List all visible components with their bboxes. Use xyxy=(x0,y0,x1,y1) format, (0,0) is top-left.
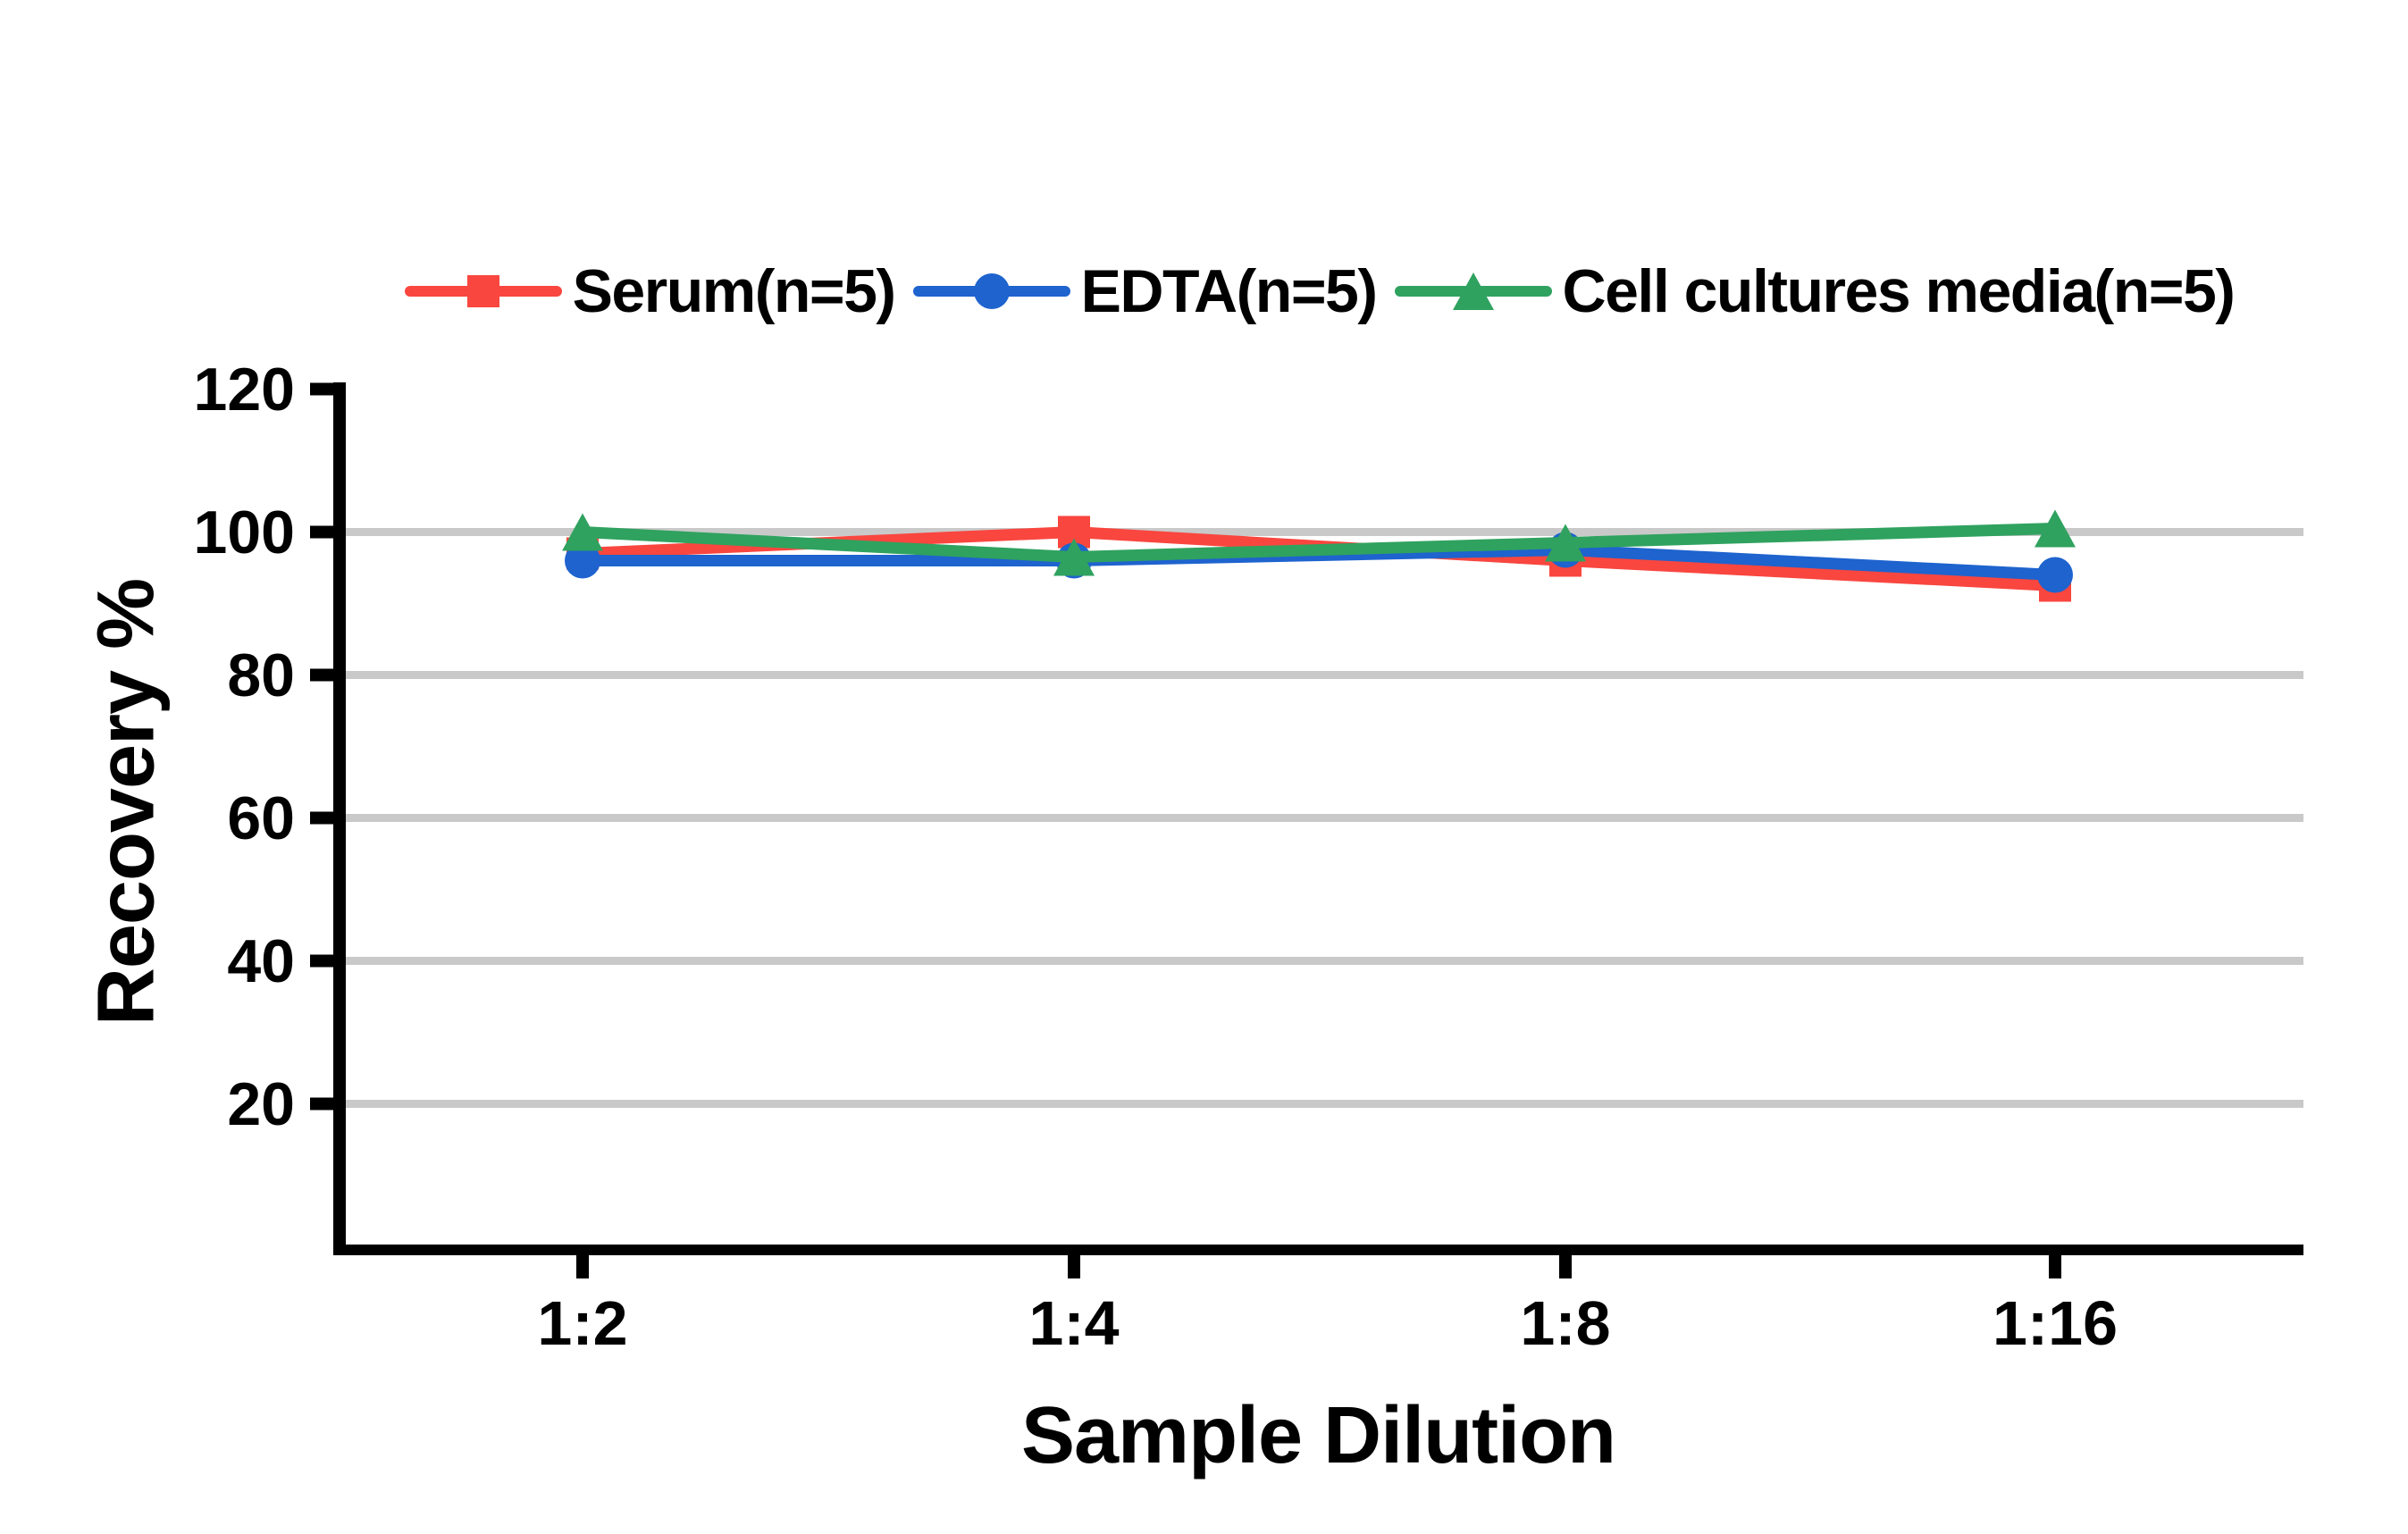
y-tick-label-40: 40 xyxy=(227,927,295,995)
y-tick-label-20: 20 xyxy=(227,1070,295,1138)
legend-item-cell-cultures-media: Cell cultures media(n=5) xyxy=(1393,254,2236,329)
x-axis-title: Sample Dilution xyxy=(1020,1391,1616,1480)
y-tick-label-60: 60 xyxy=(227,784,295,852)
y-tick-label-120: 120 xyxy=(193,356,295,423)
y-tick-label-100: 100 xyxy=(193,499,295,566)
x-tick-label-1-4: 1:4 xyxy=(1028,1288,1120,1358)
x-tick-label-1-8: 1:8 xyxy=(1520,1288,1611,1358)
serum-square-marker-icon xyxy=(403,254,564,329)
legend-label-edta: EDTA(n=5) xyxy=(1080,257,1378,325)
legend-label-cell-cultures-media: Cell cultures media(n=5) xyxy=(1562,257,2236,325)
chart-legend: Serum(n=5) EDTA(n=5) Cell cultures media… xyxy=(333,239,2303,343)
y-tick-label-80: 80 xyxy=(227,641,295,709)
x-tick-label-1-2: 1:2 xyxy=(537,1288,628,1358)
legend-label-serum: Serum(n=5) xyxy=(572,257,897,325)
edta-circle-marker-icon xyxy=(911,254,1072,329)
cell-cultures-triangle-marker-icon xyxy=(1393,254,1554,329)
x-tick-label-1-16: 1:16 xyxy=(1992,1288,2119,1358)
legend-item-serum: Serum(n=5) xyxy=(403,254,897,329)
legend-item-edta: EDTA(n=5) xyxy=(911,254,1378,329)
y-axis-title: Recovery % xyxy=(81,578,172,1027)
